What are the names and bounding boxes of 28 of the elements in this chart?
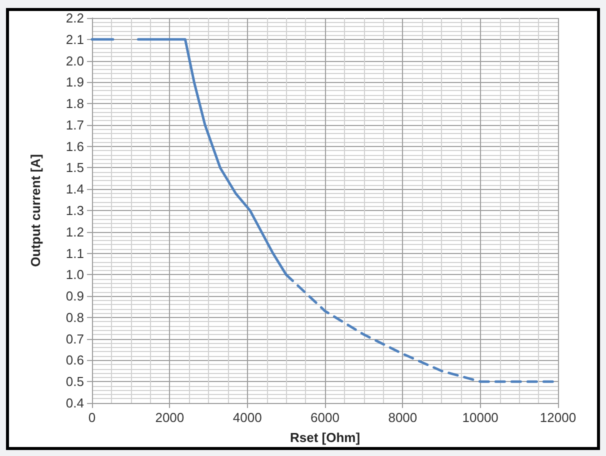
x-tick-label: 2000 bbox=[155, 410, 184, 425]
y-tick-label: 1.5 bbox=[66, 160, 84, 176]
y-tick-label: 1.3 bbox=[66, 203, 84, 218]
y-tick-label: 0.9 bbox=[66, 288, 84, 304]
y-tick-label: 1.1 bbox=[66, 246, 84, 261]
y-tick-label: 1.9 bbox=[66, 74, 84, 90]
x-tick-label: 4000 bbox=[232, 410, 262, 425]
y-tick-label: 2.0 bbox=[66, 53, 84, 68]
y-tick-label: 1.6 bbox=[66, 138, 84, 154]
y-axis-title: Output current [A] bbox=[28, 154, 43, 267]
y-tick-label: 1.4 bbox=[66, 182, 84, 197]
x-tick-label: 10000 bbox=[462, 410, 498, 425]
y-tick-label: 0.4 bbox=[66, 396, 84, 410]
y-tick-label: 1.0 bbox=[66, 267, 84, 282]
y-tick-label: 0.7 bbox=[66, 331, 84, 346]
y-tick-label: 1.7 bbox=[66, 117, 84, 132]
y-tick-label: 2.2 bbox=[66, 10, 84, 26]
y-tick-label: 0.6 bbox=[66, 352, 84, 368]
x-axis-title: Rset [Ohm] bbox=[290, 430, 360, 445]
x-tick-label: 0 bbox=[88, 410, 96, 425]
x-tick-label: 12000 bbox=[540, 410, 576, 425]
y-tick-label: 2.1 bbox=[66, 32, 84, 47]
x-tick-label: 6000 bbox=[310, 410, 340, 425]
y-tick-label: 1.2 bbox=[66, 224, 84, 240]
y-tick-label: 0.8 bbox=[66, 310, 84, 325]
y-tick-label: 0.5 bbox=[66, 374, 84, 390]
y-tick-label: 1.8 bbox=[66, 96, 84, 112]
x-tick-label: 8000 bbox=[388, 410, 418, 425]
